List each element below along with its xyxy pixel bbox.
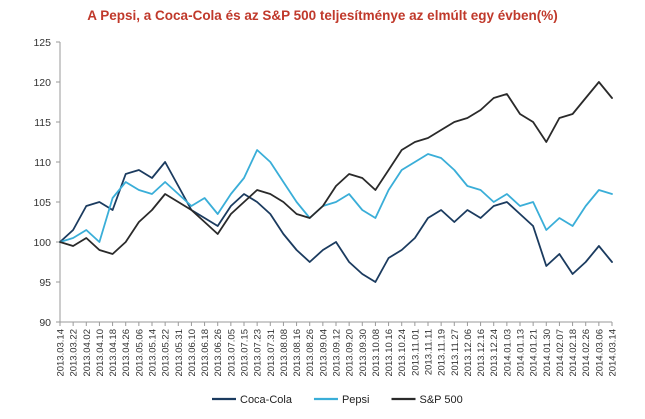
x-tick-label: 2013.03.14 [56,329,67,377]
y-tick-label: 105 [33,197,51,209]
legend-label-coca-cola: Coca-Cola [240,394,293,406]
series-line-pepsi [59,149,613,243]
x-tick-label: 2013.06.10 [187,329,198,377]
x-tick-label: 2013.08.26 [305,329,316,377]
x-tick-label: 2013.11.27 [450,329,461,376]
series-line-coca-cola [59,161,613,283]
x-tick-label: 2014.03.14 [608,329,619,377]
axes: 90 95 100 105 110 115 120 125 2013.03.14 2013.03.… [33,37,618,377]
x-tick-label: 2013.12.24 [489,329,500,377]
legend: Coca-Cola Pepsi S&P 500 [212,394,463,406]
x-tick-label: 2013.12.16 [476,329,487,377]
x-tick-label: 2014.01.21 [529,329,540,377]
x-tick-label: 2013.04.26 [121,329,132,377]
series-lines [59,81,613,283]
x-tick-label: 2014.02.26 [581,329,592,377]
x-tick-label: 2014.02.18 [568,329,579,377]
x-tick-label: 2013.05.06 [134,329,145,377]
series-line-s-p-500 [59,81,613,255]
x-tick-label: 2013.07.23 [253,329,264,377]
legend-label-s-p-500: S&P 500 [420,394,463,406]
x-tick-label: 2013.04.10 [95,329,106,377]
x-tick-label: 2013.11.01 [410,329,421,376]
x-tick-label: 2013.09.30 [358,329,369,377]
x-tick-label: 2013.08.16 [292,329,303,377]
x-tick-label: 2013.11.19 [437,329,448,376]
x-tick-label: 2013.07.05 [226,329,237,377]
x-tick-label: 2013.11.11 [424,329,435,375]
x-tick-label: 2013.03.22 [69,329,80,377]
x-tick-label: 2014.01.30 [542,329,553,377]
legend-label-pepsi: Pepsi [342,394,370,406]
x-tick-label: 2013.06.26 [213,329,224,377]
x-tick-label: 2013.05.31 [174,329,185,377]
x-tick-label: 2014.02.07 [555,329,566,377]
y-tick-label: 115 [34,117,51,129]
x-tick-label: 2013.08.08 [279,329,290,377]
x-tick-label: 2013.10.24 [397,329,408,377]
x-tick-label: 2013.04.18 [108,329,119,377]
x-tick-label: 2013.07.15 [240,329,251,377]
x-tick-label: 2013.09.12 [332,329,343,377]
y-tick-label: 90 [39,317,51,329]
x-tick-label: 2013.12.06 [463,329,474,377]
x-tick-label: 2013.09.20 [345,329,356,377]
x-tick-label: 2013.09.04 [318,329,329,377]
x-tick-label: 2013.10.08 [371,329,382,377]
chart-title: A Pepsi, a Coca-Cola és az S&P 500 telje… [87,8,558,23]
x-tick-label: 2013.05.14 [148,329,159,377]
x-tick-label: 2013.06.18 [200,329,211,377]
y-tick-label: 120 [33,77,51,89]
x-tick-label: 2013.10.16 [384,329,395,377]
x-tick-label: 2014.01.13 [516,329,527,377]
x-tick-label: 2014.03.06 [594,329,605,377]
y-tick-label: 95 [39,277,51,289]
x-tick-label: 2013.05.22 [161,329,172,377]
y-tick-label: 110 [34,157,51,169]
y-tick-label: 125 [33,37,51,49]
x-tick-label: 2014.01.03 [502,329,513,377]
x-tick-label: 2013.07.31 [266,329,277,377]
y-tick-label: 100 [33,237,51,249]
x-tick-label: 2013.04.02 [82,329,93,377]
